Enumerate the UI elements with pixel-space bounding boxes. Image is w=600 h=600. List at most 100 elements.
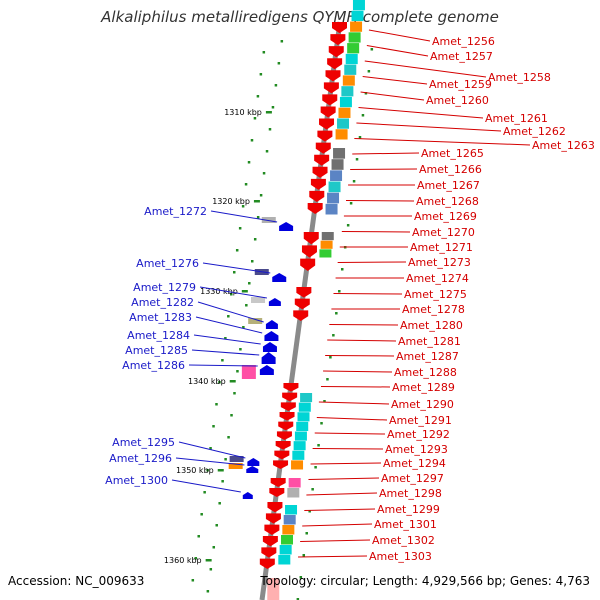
reverse-gene-arrow[interactable] [272, 273, 287, 282]
gene-label-amet-1297[interactable]: Amet_1297 [381, 472, 444, 485]
gene-label-amet-1288[interactable]: Amet_1288 [394, 366, 457, 379]
track-dot [364, 92, 368, 95]
gene-label-amet-1273[interactable]: Amet_1273 [408, 256, 471, 269]
forward-gene-arrow[interactable] [278, 421, 294, 431]
forward-gene-arrow[interactable] [323, 82, 339, 94]
forward-gene-arrow[interactable] [317, 130, 333, 142]
gene-label-amet-1303[interactable]: Amet_1303 [369, 550, 432, 563]
forward-gene-arrow[interactable] [269, 488, 285, 497]
forward-gene-arrow[interactable] [320, 106, 336, 118]
gene-label-amet-1274[interactable]: Amet_1274 [406, 272, 469, 285]
forward-gene-arrow[interactable] [301, 245, 317, 258]
gene-label-amet-1280[interactable]: Amet_1280 [400, 319, 463, 332]
forward-gene-arrow[interactable] [330, 34, 346, 46]
gene-label-amet-1291[interactable]: Amet_1291 [389, 414, 452, 427]
forward-gene-arrow[interactable] [276, 431, 292, 440]
gene-label-amet-1267[interactable]: Amet_1267 [417, 179, 480, 192]
gene-label-amet-1271[interactable]: Amet_1271 [410, 241, 473, 254]
gene-label-amet-1272[interactable]: Amet_1272 [144, 205, 207, 218]
forward-gene-arrow[interactable] [270, 478, 286, 487]
gene-label-amet-1275[interactable]: Amet_1275 [404, 288, 467, 301]
forward-gene-arrow[interactable] [310, 178, 326, 190]
forward-gene-arrow[interactable] [262, 536, 278, 547]
forward-gene-arrow[interactable] [283, 383, 299, 392]
gene-label-amet-1295[interactable]: Amet_1295 [112, 436, 175, 449]
forward-gene-arrow[interactable] [309, 190, 325, 202]
gene-label-amet-1286[interactable]: Amet_1286 [122, 359, 185, 372]
reverse-gene-arrow[interactable] [264, 331, 279, 341]
forward-gene-arrow[interactable] [264, 524, 280, 535]
forward-gene-arrow[interactable] [315, 142, 331, 154]
gene-label-amet-1256[interactable]: Amet_1256 [432, 35, 495, 48]
gene-label-amet-1281[interactable]: Amet_1281 [398, 335, 461, 348]
forward-gene-arrow[interactable] [274, 450, 290, 460]
gene-label-amet-1263[interactable]: Amet_1263 [532, 139, 595, 152]
forward-gene-arrow[interactable] [293, 310, 309, 321]
forward-gene-arrow[interactable] [312, 166, 328, 178]
reverse-gene-arrow[interactable] [268, 298, 281, 306]
gene-label-amet-1269[interactable]: Amet_1269 [414, 210, 477, 223]
forward-gene-arrow[interactable] [307, 202, 323, 214]
forward-gene-arrow[interactable] [303, 232, 319, 245]
forward-gene-arrow[interactable] [280, 402, 296, 411]
gene-label-amet-1262[interactable]: Amet_1262 [503, 125, 566, 138]
track-dot [209, 568, 213, 571]
gene-label-amet-1278[interactable]: Amet_1278 [402, 303, 465, 316]
forward-gene-arrow[interactable] [322, 94, 338, 106]
gene-label-amet-1265[interactable]: Amet_1265 [421, 147, 484, 160]
forward-gene-arrow[interactable] [259, 558, 275, 569]
forward-gene-arrow[interactable] [261, 547, 277, 558]
gene-label-amet-1299[interactable]: Amet_1299 [377, 503, 440, 516]
gene-label-amet-1283[interactable]: Amet_1283 [129, 311, 192, 324]
forward-gene-arrow[interactable] [265, 513, 281, 524]
gene-label-amet-1260[interactable]: Amet_1260 [426, 94, 489, 107]
reverse-gene-arrow[interactable] [265, 320, 278, 329]
gene-label-amet-1300[interactable]: Amet_1300 [105, 474, 168, 487]
reverse-gene-arrow[interactable] [259, 365, 274, 375]
reverse-gene-arrow[interactable] [247, 458, 260, 466]
gene-label-amet-1257[interactable]: Amet_1257 [430, 50, 493, 63]
gene-label-amet-1282[interactable]: Amet_1282 [131, 296, 194, 309]
forward-gene-arrow[interactable] [325, 70, 341, 82]
gene-label-amet-1284[interactable]: Amet_1284 [127, 329, 190, 342]
gene-label-amet-1261[interactable]: Amet_1261 [485, 112, 548, 125]
reverse-gene-arrow[interactable] [246, 466, 259, 473]
gene-label-amet-1294[interactable]: Amet_1294 [383, 457, 446, 470]
forward-gene-arrow[interactable] [332, 22, 347, 34]
gene-label-amet-1290[interactable]: Amet_1290 [391, 398, 454, 411]
cog-box [294, 431, 307, 441]
gene-label-amet-1298[interactable]: Amet_1298 [379, 487, 442, 500]
forward-gene-arrow[interactable] [296, 287, 312, 298]
reverse-gene-arrow[interactable] [262, 342, 277, 352]
forward-gene-arrow[interactable] [319, 118, 335, 130]
forward-gene-arrow[interactable] [282, 392, 298, 402]
reverse-gene-arrow[interactable] [242, 492, 253, 499]
forward-gene-arrow[interactable] [294, 298, 310, 310]
gene-label-amet-1258[interactable]: Amet_1258 [488, 71, 551, 84]
gene-label-amet-1279[interactable]: Amet_1279 [133, 281, 196, 294]
gene-label-amet-1287[interactable]: Amet_1287 [396, 350, 459, 363]
forward-gene-arrow[interactable] [327, 58, 343, 70]
kbp-tick-mark [253, 200, 260, 203]
gene-label-amet-1296[interactable]: Amet_1296 [109, 452, 172, 465]
forward-gene-arrow[interactable] [300, 258, 316, 271]
reverse-gene-arrow[interactable] [261, 352, 276, 364]
gene-label-amet-1302[interactable]: Amet_1302 [372, 534, 435, 547]
gene-label-amet-1270[interactable]: Amet_1270 [412, 226, 475, 239]
gene-label-amet-1293[interactable]: Amet_1293 [385, 443, 448, 456]
gene-label-amet-1289[interactable]: Amet_1289 [392, 381, 455, 394]
forward-gene-arrow[interactable] [279, 412, 295, 421]
forward-gene-arrow[interactable] [267, 502, 283, 513]
gene-label-amet-1268[interactable]: Amet_1268 [416, 195, 479, 208]
gene-label-amet-1259[interactable]: Amet_1259 [429, 78, 492, 91]
gene-label-amet-1301[interactable]: Amet_1301 [374, 518, 437, 531]
reverse-gene-arrow[interactable] [279, 222, 294, 231]
forward-gene-arrow[interactable] [314, 154, 330, 166]
forward-gene-arrow[interactable] [273, 460, 289, 469]
gene-label-amet-1285[interactable]: Amet_1285 [125, 344, 188, 357]
forward-gene-arrow[interactable] [328, 46, 344, 58]
gene-label-amet-1292[interactable]: Amet_1292 [387, 428, 450, 441]
gene-label-amet-1266[interactable]: Amet_1266 [419, 163, 482, 176]
forward-gene-arrow[interactable] [275, 441, 291, 450]
gene-label-amet-1276[interactable]: Amet_1276 [136, 257, 199, 270]
